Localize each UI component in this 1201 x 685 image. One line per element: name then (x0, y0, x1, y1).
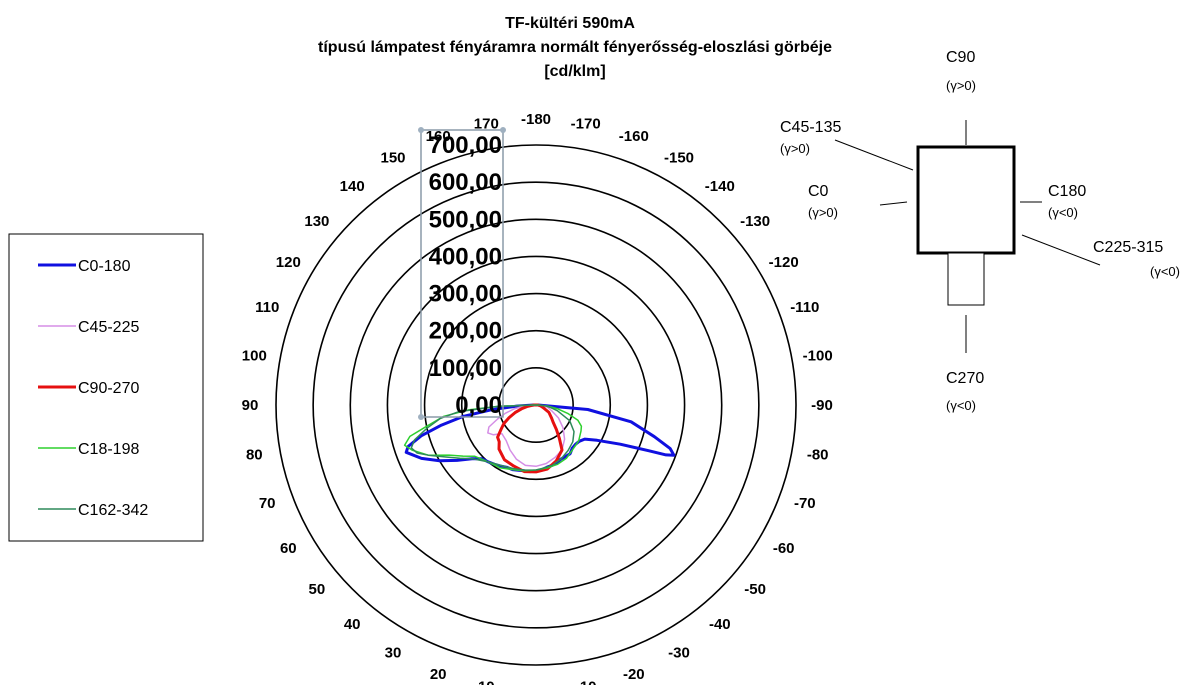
angle-label: 90 (242, 397, 259, 414)
angle-label: 110 (255, 299, 279, 316)
radial-tick-label: 0,00 (455, 392, 502, 419)
radial-tick-label: 500,00 (429, 206, 502, 233)
radial-scale-frame (420, 129, 504, 418)
legend-label: C0-180 (78, 258, 131, 275)
angle-label: 10 (478, 679, 495, 685)
angle-label: 130 (304, 213, 329, 230)
radial-tick-label: 600,00 (429, 169, 502, 196)
angle-label: -50 (744, 581, 766, 598)
angle-label: 170 (474, 115, 499, 132)
c0-label: C0 (808, 183, 829, 200)
grid-circle-300 (423, 292, 649, 518)
angle-label: 80 (246, 447, 263, 464)
c45-135-sub: (γ>0) (780, 141, 810, 156)
legend-label: C18-198 (78, 441, 139, 458)
angle-label: 50 (309, 581, 326, 598)
radial-scale-box: 0,00 100,00 200,00 300,00 400,00 500,00 600,00… (418, 127, 506, 420)
c90-sub: (γ>0) (946, 78, 976, 93)
c-plane-diagram: C90 (γ>0) C45-135 (γ>0) C0 (γ>0) C180 (γ… (780, 49, 1180, 413)
c225-315-label: C225-315 (1093, 239, 1163, 256)
angle-label: 70 (259, 495, 276, 512)
legend-label: C162-342 (78, 502, 148, 519)
angle-label: 40 (344, 616, 361, 633)
grid-circle-200 (460, 329, 612, 481)
c270-sub: (γ<0) (946, 398, 976, 413)
scale-handle-bl (418, 414, 424, 420)
title-line-1: TF-kültéri 590mA (505, 15, 635, 32)
series-C45-225 (487, 404, 566, 468)
angle-label: -120 (769, 254, 799, 271)
angle-label: 0 (532, 683, 540, 685)
angle-label: -110 (790, 299, 819, 316)
angle-label: -30 (668, 645, 690, 662)
angle-label: 60 (280, 540, 297, 557)
series-C162-342 (410, 404, 575, 471)
legend-label: C90-270 (78, 380, 139, 397)
scale-handle-tr (500, 127, 506, 133)
radial-ticks: 0,00 100,00 200,00 300,00 400,00 500,00 600,00… (429, 132, 502, 419)
angle-label: 160 (426, 128, 451, 145)
angle-label: -150 (664, 149, 694, 166)
radial-tick-label: 700,00 (429, 132, 502, 159)
radial-tick-label: 300,00 (429, 281, 502, 308)
angle-label: -90 (811, 397, 833, 414)
luminaire-mount (947, 252, 985, 306)
c180-label: C180 (1048, 183, 1086, 200)
angle-label: -100 (803, 347, 833, 364)
angle-label: -80 (807, 447, 829, 464)
grid-circle-600 (312, 181, 760, 629)
c0-sub: (γ>0) (808, 205, 838, 220)
polar-series (403, 403, 676, 474)
scale-handle-tl (418, 127, 424, 133)
angle-label: -180 (521, 111, 551, 128)
angle-label: 120 (276, 254, 301, 271)
angle-label: -60 (773, 540, 795, 557)
angle-label: -160 (619, 128, 649, 145)
angle-label: 20 (430, 666, 447, 683)
legend: C0-180 C45-225 C90-270 C18-198 C162-342 (8, 233, 204, 542)
legend-label: C45-225 (78, 319, 139, 336)
chart-title: TF-kültéri 590mA típusú lámpatest fényár… (318, 15, 832, 80)
angle-label: 150 (380, 149, 405, 166)
angle-label: -170 (571, 115, 601, 132)
grid-circle-100 (498, 367, 574, 443)
grid-circle-500 (349, 218, 723, 592)
angle-label: -40 (709, 616, 731, 633)
series-C90-270 (496, 403, 564, 474)
c225-315-line (1021, 234, 1101, 266)
radial-tick-label: 200,00 (429, 318, 502, 345)
grid-circle-700 (275, 144, 797, 666)
luminaire-body (916, 145, 1016, 255)
c270-label: C270 (946, 370, 984, 387)
c225-315-sub: (γ<0) (1150, 264, 1180, 279)
angle-label: -10 (575, 679, 597, 685)
angle-label: -70 (794, 495, 816, 512)
polar-grid (275, 144, 797, 666)
angle-label: 100 (242, 347, 267, 364)
c90-label: C90 (946, 49, 975, 66)
grid-circle-400 (386, 255, 686, 555)
angle-label: -140 (705, 178, 735, 195)
c180-sub: (γ<0) (1048, 205, 1078, 220)
c45-135-label: C45-135 (780, 119, 841, 136)
title-line-2: típusú lámpatest fényáramra normált fény… (318, 39, 832, 56)
c0-line (879, 201, 908, 206)
angle-label: -20 (623, 666, 645, 683)
angle-label: 30 (385, 645, 402, 662)
angle-labels: 0 10 20 30 40 50 60 70 80 90 100 110 120 130 140 150 160… (242, 111, 833, 685)
angle-label: 140 (340, 178, 365, 195)
radial-tick-label: 100,00 (429, 355, 502, 382)
title-line-3: [cd/klm] (544, 63, 605, 80)
series-C18-198 (403, 404, 583, 472)
angle-label: -130 (740, 213, 770, 230)
radial-tick-label: 400,00 (429, 243, 502, 270)
c45-135-line (834, 139, 914, 171)
legend-items: C0-180 C45-225 C90-270 C18-198 C162-342 (38, 258, 148, 519)
